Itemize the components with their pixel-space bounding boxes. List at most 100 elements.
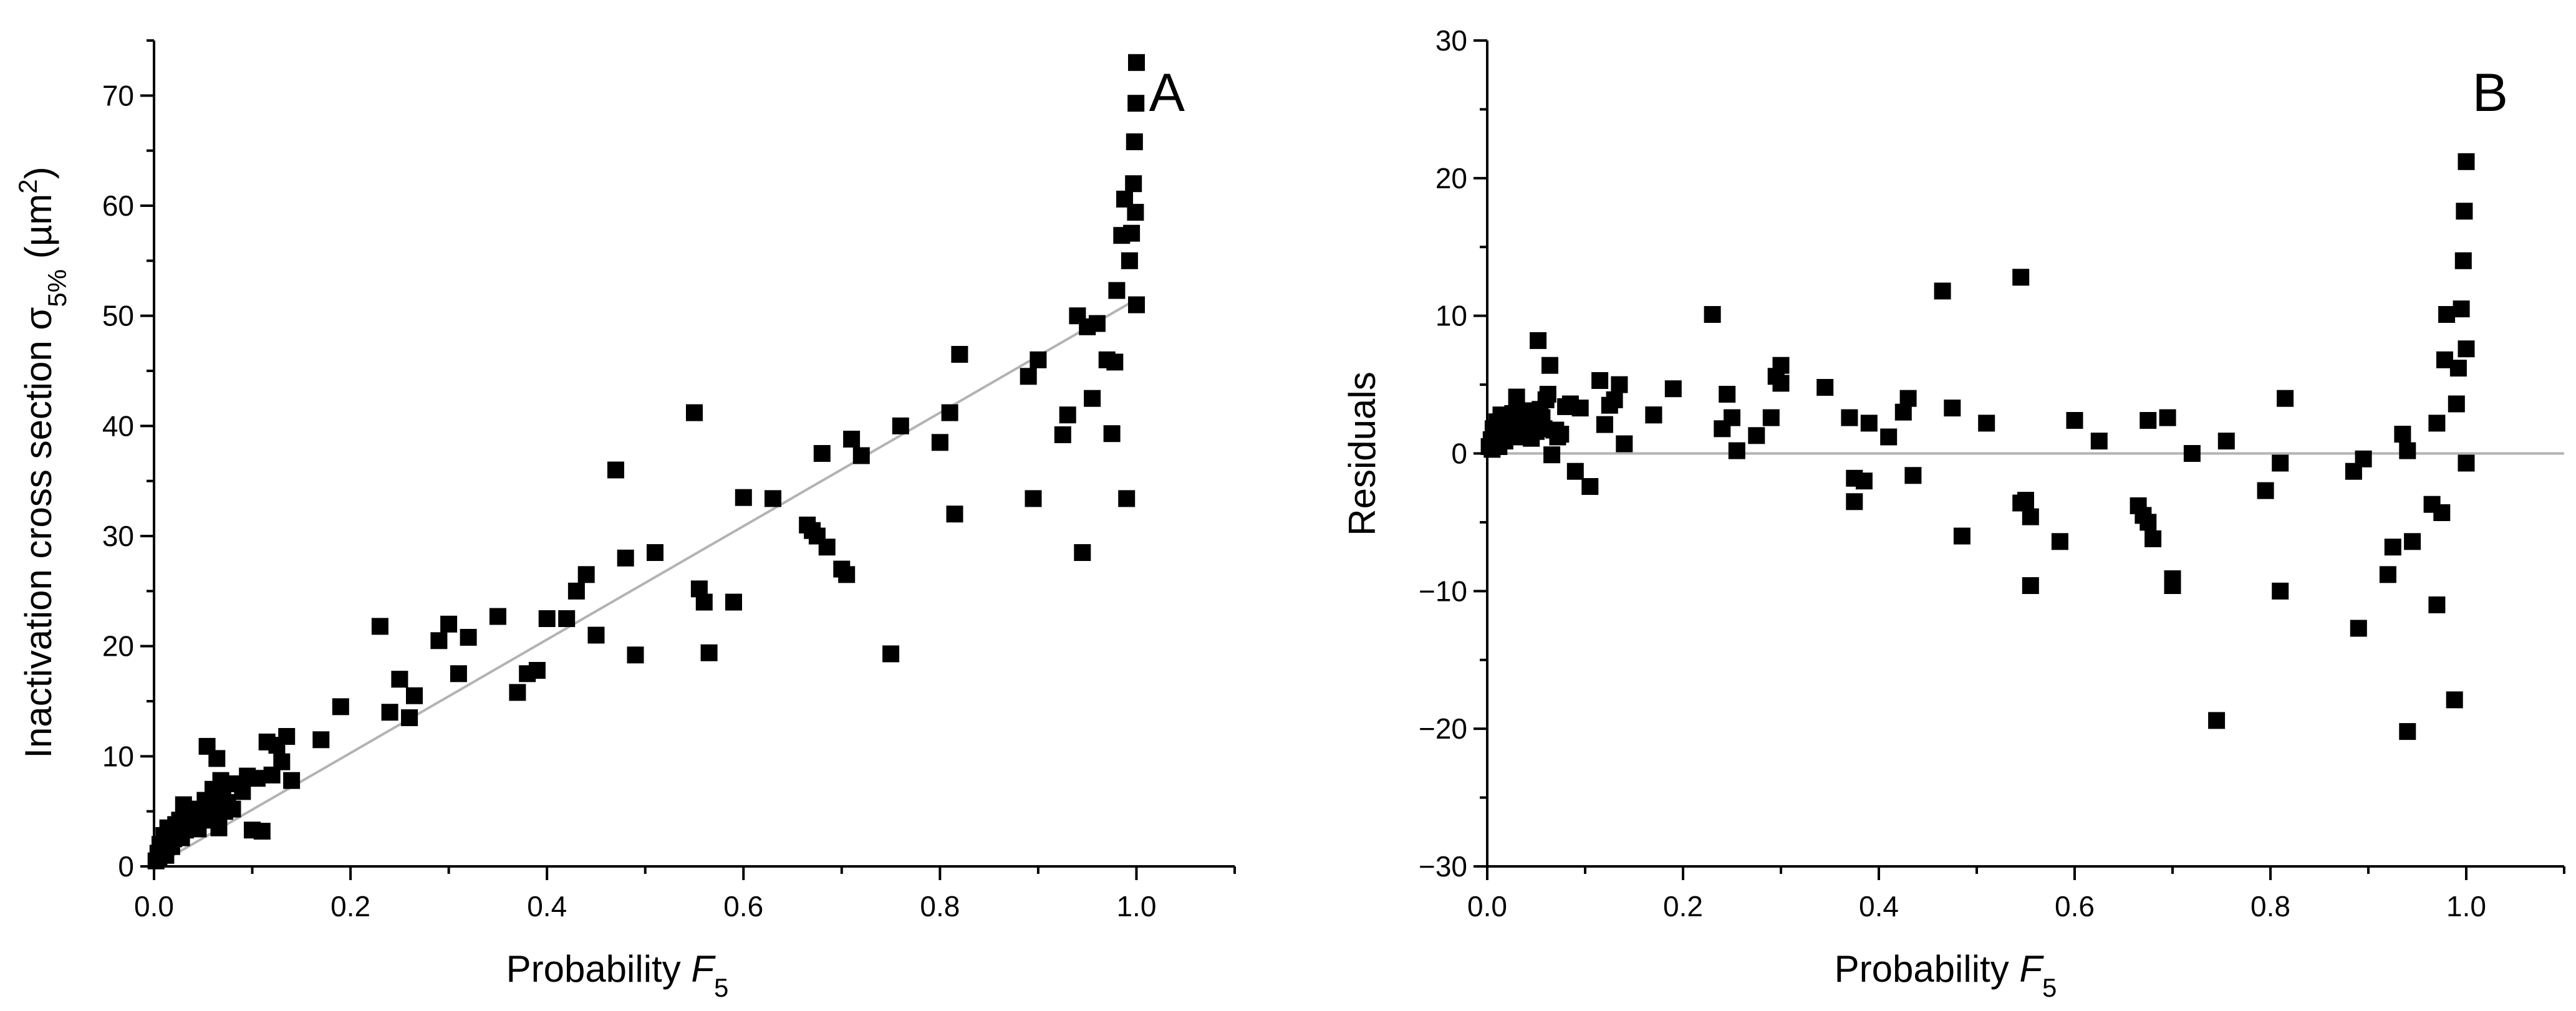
data-point [1772, 357, 1790, 374]
data-point [686, 404, 703, 421]
data-point [1748, 427, 1765, 444]
panel-a-chart: 0.0 0.2 0.4 0.6 0.8 1.0 0 10 20 30 40 50 60 70 A Prob… [13, 39, 1236, 1002]
data-point [2428, 596, 2446, 613]
data-point [1123, 224, 1141, 242]
y-tick-label: 10 [1435, 300, 1467, 332]
data-point [567, 582, 585, 600]
data-point [2446, 691, 2463, 709]
data-point [1772, 375, 1790, 392]
data-point [647, 544, 663, 561]
x-tick-label: 1.0 [2446, 890, 2486, 922]
data-point [1127, 204, 1144, 221]
data-point [1591, 372, 1609, 389]
data-point [210, 819, 228, 836]
panel-b-data-layer [1480, 153, 2564, 740]
data-point [312, 731, 330, 749]
data-point [2399, 442, 2416, 459]
y-tick-label: 20 [102, 630, 134, 663]
data-point [234, 783, 251, 800]
data-point [2404, 533, 2421, 550]
panel-b-y-axis-title: Residuals [1341, 371, 1383, 535]
panel-b-letter: B [2472, 63, 2508, 123]
data-point [1934, 282, 1951, 300]
data-point [1128, 296, 1145, 314]
y-tick-label: 30 [102, 520, 134, 552]
data-point [2144, 530, 2162, 547]
data-point [2456, 203, 2473, 220]
data-point [1084, 390, 1101, 407]
x-tick-label: 0.4 [527, 890, 567, 922]
data-point [1841, 409, 1858, 426]
data-point [381, 704, 398, 721]
x-tick-label: 0.0 [134, 890, 174, 922]
data-point [1581, 478, 1599, 495]
data-point [1103, 425, 1121, 443]
data-point [931, 434, 948, 451]
data-point [273, 753, 291, 770]
data-point [1616, 435, 1633, 453]
data-point [1530, 332, 1547, 349]
data-point [1762, 409, 1780, 426]
x-tick-label: 0.6 [723, 890, 763, 922]
data-point [627, 646, 644, 664]
x-tick-label: 0.2 [1663, 890, 1703, 922]
data-point [2350, 620, 2367, 637]
data-point [2399, 723, 2416, 740]
data-point [617, 549, 634, 567]
data-point [401, 709, 418, 726]
data-point [1543, 446, 1561, 464]
data-point [946, 506, 963, 523]
data-point [1899, 390, 1917, 407]
data-point [2051, 533, 2068, 550]
data-point [2139, 514, 2157, 531]
data-point [208, 750, 226, 767]
y-tick-label: 0 [1451, 438, 1467, 470]
data-point [2272, 582, 2289, 600]
data-point [2017, 492, 2034, 509]
data-point [2379, 566, 2396, 583]
y-tick-label: 70 [102, 79, 134, 112]
data-point [1541, 357, 1558, 374]
data-point [1855, 472, 1873, 490]
data-point [1728, 442, 1745, 459]
data-point [2012, 269, 2030, 286]
data-point [2355, 450, 2372, 467]
data-point [1860, 414, 1878, 432]
y-tick-label: 30 [1435, 24, 1467, 57]
data-point [1645, 406, 1662, 424]
data-point [1128, 54, 1145, 71]
data-point [1571, 400, 1589, 417]
data-point [1566, 462, 1584, 480]
panel-a-y-axis-title: Inactivation cross section σ5% (µm2) [13, 166, 72, 758]
panel-a-x-title-italic: F [691, 948, 716, 990]
data-point [2022, 577, 2039, 594]
data-point [248, 770, 266, 787]
panel-a-y-title-unit-open: (µm [17, 194, 59, 269]
data-point [735, 489, 752, 506]
data-point [1054, 426, 1071, 443]
y-tick-label: 60 [102, 189, 134, 222]
panel-b-y-title-main: Residuals [1341, 371, 1383, 535]
data-point [1059, 406, 1076, 424]
panel-a-y-title-unit-close: ) [17, 166, 59, 179]
panel-b-chart: 0.0 0.2 0.4 0.6 0.8 1.0 −30 −20 −10 0 10 20 30 B Pro… [1341, 24, 2565, 1002]
panel-b-x-title-italic: F [2019, 948, 2044, 990]
data-point [1121, 252, 1138, 269]
x-tick-label: 0.4 [1859, 890, 1899, 922]
data-point [607, 461, 624, 479]
data-point [283, 772, 301, 789]
data-point [2090, 433, 2108, 450]
x-tick-label: 0.0 [1467, 890, 1507, 922]
x-tick-label: 1.0 [1116, 890, 1156, 922]
data-point [725, 593, 742, 611]
panel-b-x-title-sub: 5 [2042, 973, 2057, 1002]
data-point [1030, 351, 1047, 368]
data-point [2022, 508, 2039, 525]
y-tick-label: −20 [1419, 712, 1467, 745]
data-point [1020, 368, 1037, 385]
data-point [2183, 445, 2201, 462]
data-point [813, 445, 831, 462]
data-point [1552, 426, 1570, 443]
data-point [450, 665, 467, 683]
data-point [2454, 252, 2472, 269]
